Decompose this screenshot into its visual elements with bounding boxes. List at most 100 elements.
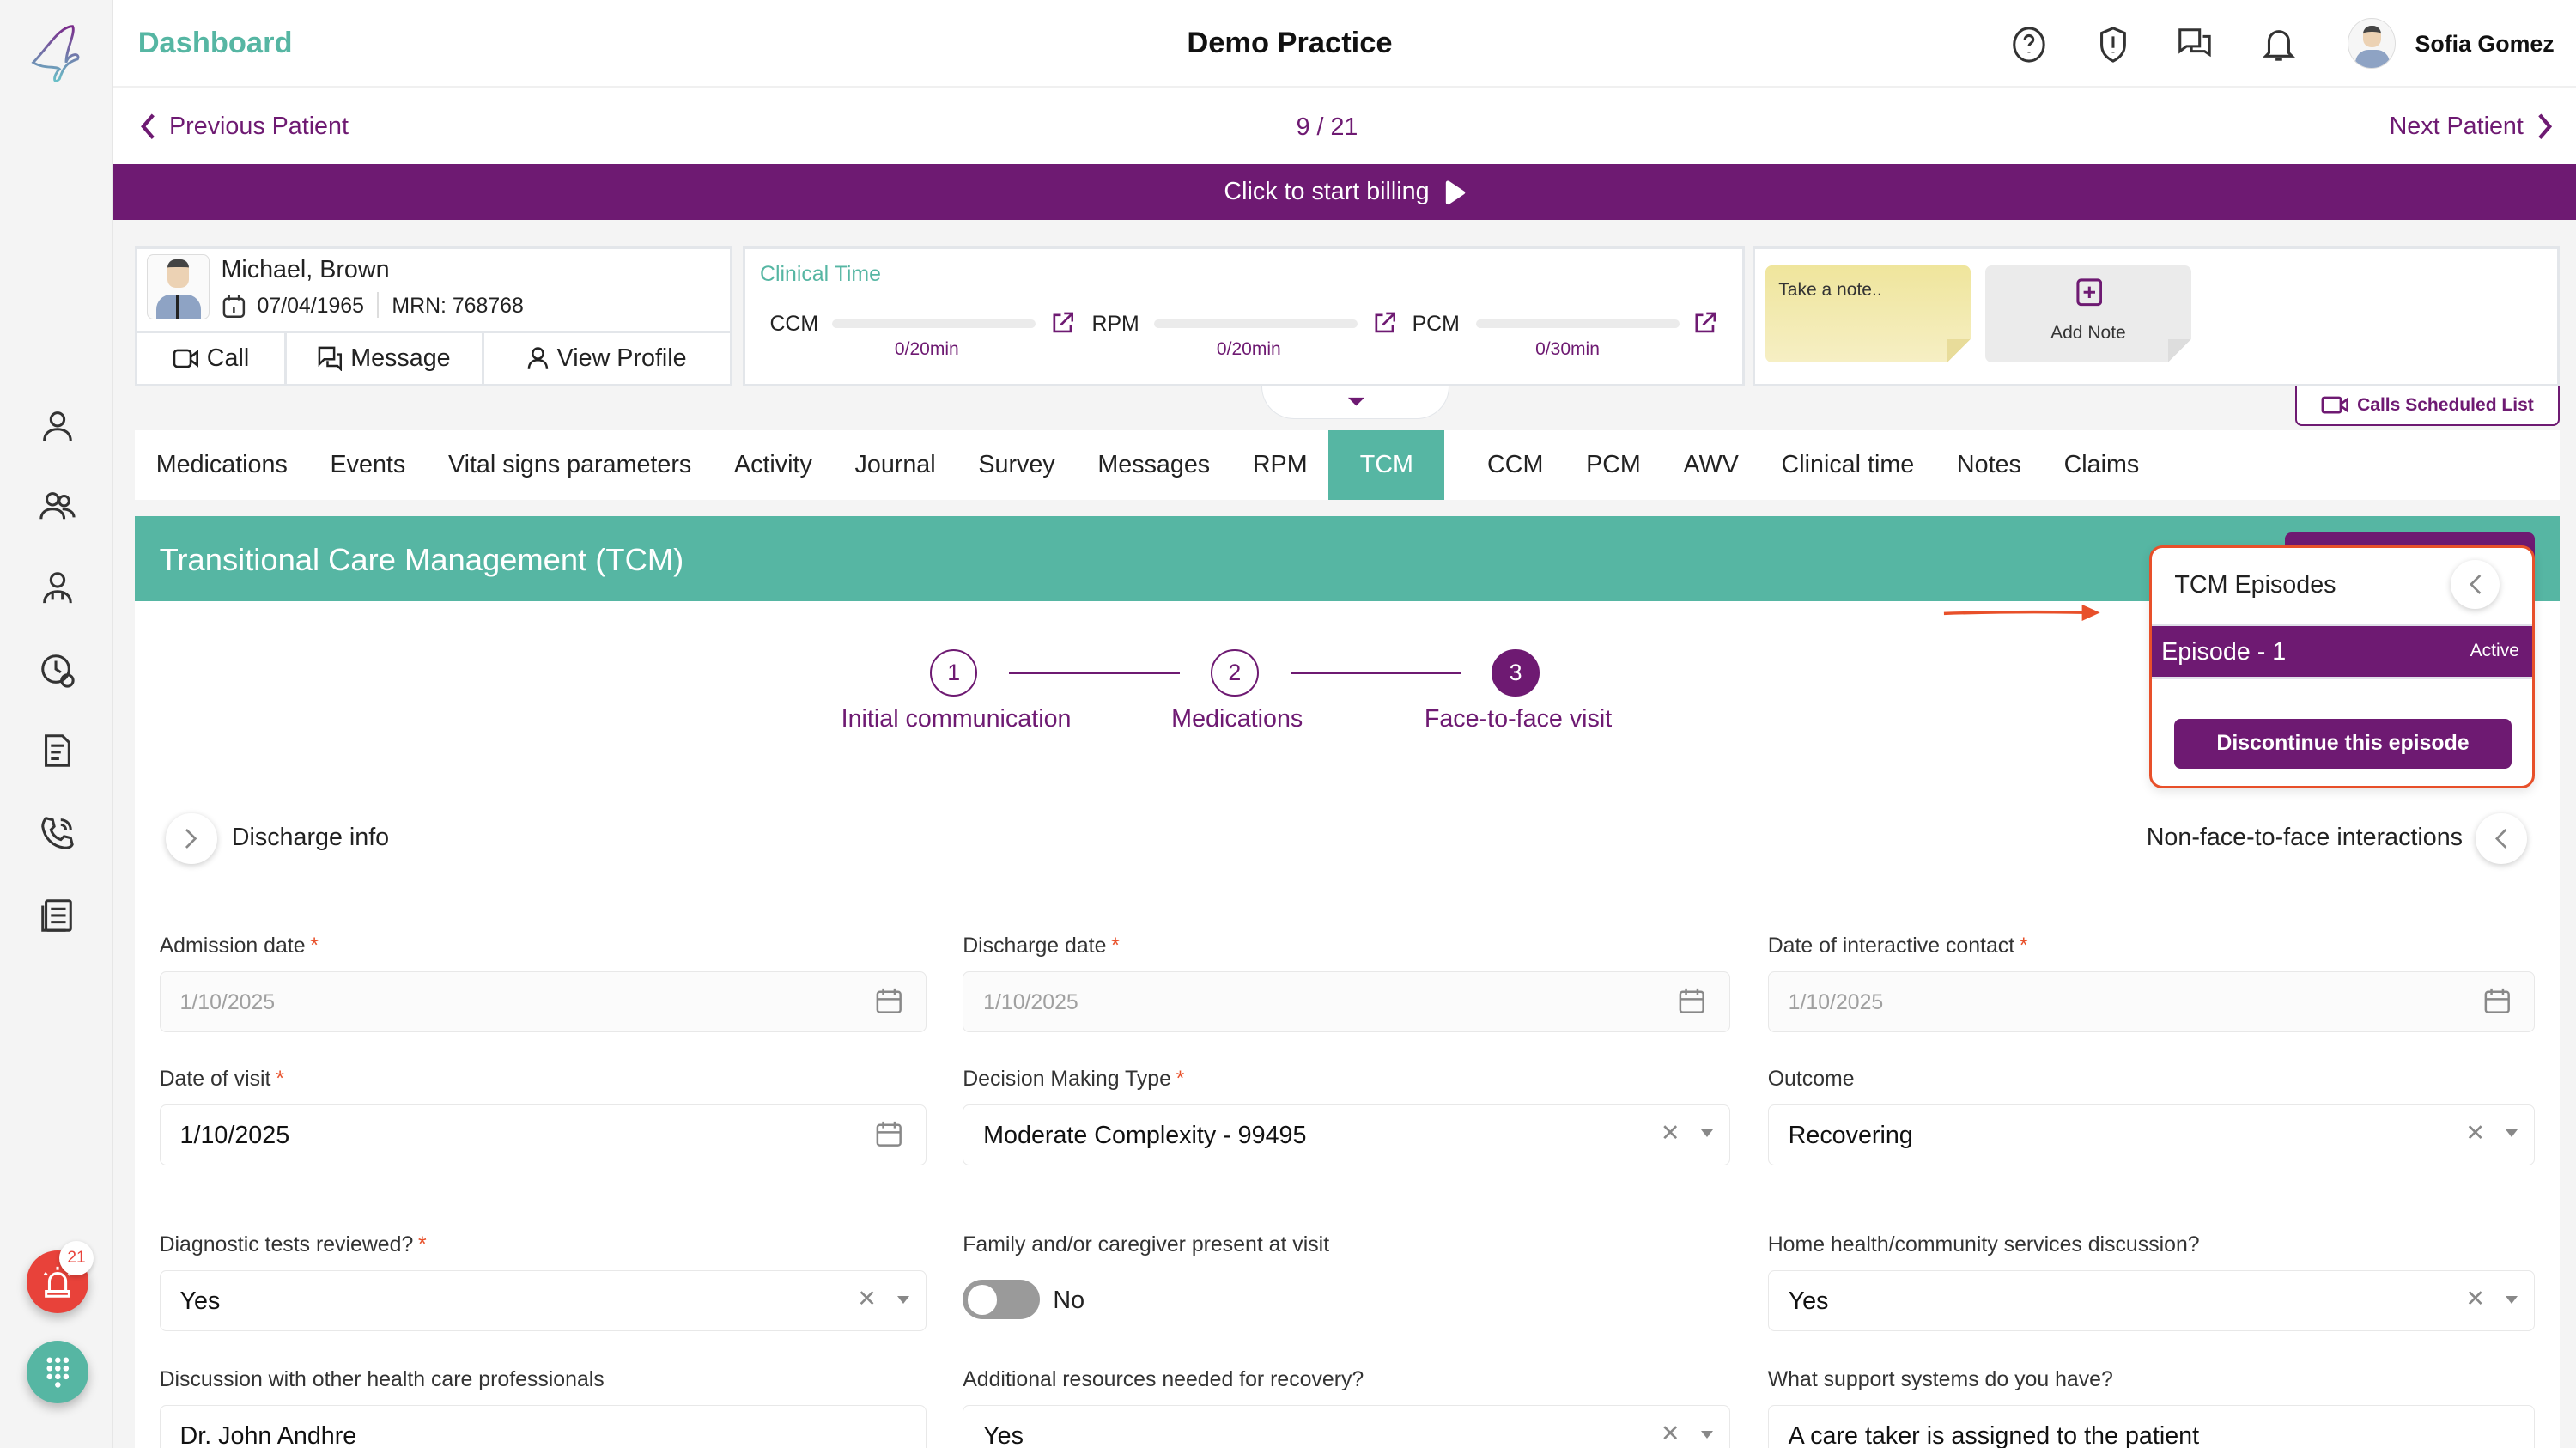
view-profile-button[interactable]: View Profile	[484, 333, 731, 383]
tab-medications[interactable]: Medications	[155, 450, 288, 478]
chevron-down-icon[interactable]	[1700, 1430, 1713, 1439]
support-systems-label-text: What support systems do you have?	[1767, 1366, 2113, 1391]
previous-patient-link[interactable]: Previous Patient	[140, 112, 349, 141]
decision-making-field[interactable]: Moderate Complexity - 99495 ✕	[963, 1104, 1730, 1165]
tab-awv[interactable]: AWV	[1683, 450, 1739, 478]
step-connector	[1008, 672, 1180, 675]
pcm-open-external-icon[interactable]	[1693, 312, 1716, 335]
diagnostic-tests-field[interactable]: Yes ✕	[159, 1269, 927, 1331]
discharge-info-expand-button[interactable]	[166, 813, 217, 865]
non-face-to-face-label[interactable]: Non-face-to-face interactions	[2146, 823, 2464, 851]
dashboard-title[interactable]: Dashboard	[137, 26, 293, 59]
step-2[interactable]: 2	[1211, 648, 1259, 697]
tab-events[interactable]: Events	[330, 450, 406, 478]
chevron-down-icon[interactable]	[2506, 1129, 2518, 1137]
interactive-contact-field[interactable]: 1/10/2025	[1767, 970, 2536, 1032]
decision-making-label-text: Decision Making Type	[963, 1066, 1171, 1091]
discussion-other-field[interactable]: Dr. John Andhre	[159, 1404, 927, 1448]
doctor-icon[interactable]	[38, 569, 77, 608]
tab-activity[interactable]: Activity	[733, 450, 812, 478]
add-note-button[interactable]: Add Note	[1985, 265, 2191, 362]
calendar-icon[interactable]	[875, 1120, 903, 1148]
collapse-toggle[interactable]	[1261, 386, 1449, 419]
date-of-visit-field[interactable]: 1/10/2025	[159, 1104, 927, 1165]
view-profile-label: View Profile	[556, 344, 687, 372]
calendar-icon[interactable]	[2483, 987, 2512, 1015]
episodes-collapse-button[interactable]	[2450, 559, 2500, 609]
user-avatar[interactable]	[2348, 18, 2396, 70]
play-icon	[1445, 180, 1466, 204]
additional-resources-field[interactable]: Yes ✕	[963, 1404, 1730, 1448]
family-present-label: Family and/or caregiver present at visit	[963, 1232, 1329, 1257]
tab-clinical-time[interactable]: Clinical time	[1781, 450, 1915, 478]
patients-group-icon[interactable]	[38, 486, 77, 526]
family-present-toggle[interactable]	[963, 1280, 1041, 1320]
reports-icon[interactable]	[38, 896, 77, 935]
step-1-label[interactable]: Initial communication	[841, 704, 1072, 733]
step-2-label[interactable]: Medications	[1171, 704, 1303, 733]
next-patient-link[interactable]: Next Patient	[2390, 112, 2554, 141]
call-button[interactable]: Call	[137, 333, 287, 384]
clear-icon[interactable]: ✕	[1660, 1421, 1680, 1447]
chevron-down-icon[interactable]	[2506, 1295, 2518, 1304]
start-billing-bar[interactable]: Click to start billing	[113, 164, 2576, 221]
take-note-placeholder: Take a note..	[1778, 280, 1882, 301]
clear-icon[interactable]: ✕	[857, 1286, 877, 1312]
help-icon[interactable]	[2009, 25, 2049, 64]
tab-journal[interactable]: Journal	[854, 450, 936, 478]
calls-scheduled-list-button[interactable]: Calls Scheduled List	[2294, 386, 2560, 426]
tab-messages[interactable]: Messages	[1097, 450, 1211, 478]
non-face-to-face-expand-button[interactable]	[2476, 813, 2527, 865]
shield-alert-icon[interactable]	[2093, 25, 2133, 64]
chevron-down-icon[interactable]	[896, 1295, 909, 1304]
outcome-field[interactable]: Recovering ✕	[1767, 1104, 2536, 1165]
chat-icon[interactable]	[2175, 25, 2215, 64]
tab-ccm[interactable]: CCM	[1487, 450, 1544, 478]
tab-rpm[interactable]: RPM	[1252, 450, 1308, 478]
schedule-icon[interactable]	[38, 651, 77, 691]
outcome-value: Recovering	[1788, 1121, 1913, 1149]
tab-notes[interactable]: Notes	[1956, 450, 2021, 478]
message-button[interactable]: Message	[287, 333, 484, 384]
calendar-icon[interactable]	[1678, 987, 1706, 1015]
tab-survey[interactable]: Survey	[978, 450, 1055, 478]
episode-status: Active	[2470, 641, 2519, 661]
tab-claims[interactable]: Claims	[2063, 450, 2140, 478]
discharge-date-field[interactable]: 1/10/2025	[963, 970, 1730, 1032]
discharge-info-label[interactable]: Discharge info	[231, 823, 390, 851]
rpm-open-external-icon[interactable]	[1373, 312, 1396, 335]
episode-item[interactable]: Episode - 1 Active	[2151, 624, 2533, 680]
billing-icon[interactable]	[38, 731, 77, 770]
step-3-label[interactable]: Face-to-face visit	[1424, 704, 1613, 733]
chevron-down-icon[interactable]	[1700, 1129, 1713, 1137]
siren-icon	[43, 1267, 72, 1299]
clear-icon[interactable]: ✕	[2465, 1286, 2485, 1312]
message-icon	[318, 346, 342, 371]
dialpad-button[interactable]	[26, 1341, 89, 1403]
user-name[interactable]: Sofia Gomez	[2415, 31, 2555, 58]
date-of-visit-label-text: Date of visit	[159, 1066, 271, 1091]
calendar-icon[interactable]	[875, 987, 903, 1015]
step-3-active[interactable]: 3	[1492, 648, 1540, 697]
patient-icon[interactable]	[38, 406, 77, 446]
logo-icon[interactable]	[27, 20, 89, 88]
rpm-label: RPM	[1091, 311, 1139, 336]
tcm-episodes-panel: TCM Episodes Episode - 1 Active Disconti…	[2148, 545, 2536, 789]
patient-counter: 9 / 21	[1296, 113, 1358, 141]
discontinue-episode-button[interactable]: Discontinue this episode	[2174, 719, 2512, 769]
clear-icon[interactable]: ✕	[1660, 1119, 1680, 1146]
tab-tcm[interactable]: TCM	[1328, 430, 1445, 500]
take-note-sticky[interactable]: Take a note..	[1765, 265, 1971, 362]
support-systems-field[interactable]: A care taker is assigned to the patient	[1767, 1404, 2536, 1448]
tab-pcm[interactable]: PCM	[1586, 450, 1641, 478]
bell-icon[interactable]	[2259, 25, 2299, 64]
tab-vital-signs-parameters[interactable]: Vital signs parameters	[447, 450, 692, 478]
phone-icon[interactable]	[38, 813, 77, 853]
home-health-label: Home health/community services discussio…	[1768, 1232, 2200, 1257]
home-health-field[interactable]: Yes ✕	[1767, 1269, 2536, 1331]
ccm-open-external-icon[interactable]	[1051, 312, 1074, 335]
clear-icon[interactable]: ✕	[2465, 1119, 2485, 1146]
step-1[interactable]: 1	[929, 648, 978, 697]
outcome-label-text: Outcome	[1767, 1066, 1855, 1091]
admission-date-field[interactable]: 1/10/2025	[159, 970, 927, 1032]
